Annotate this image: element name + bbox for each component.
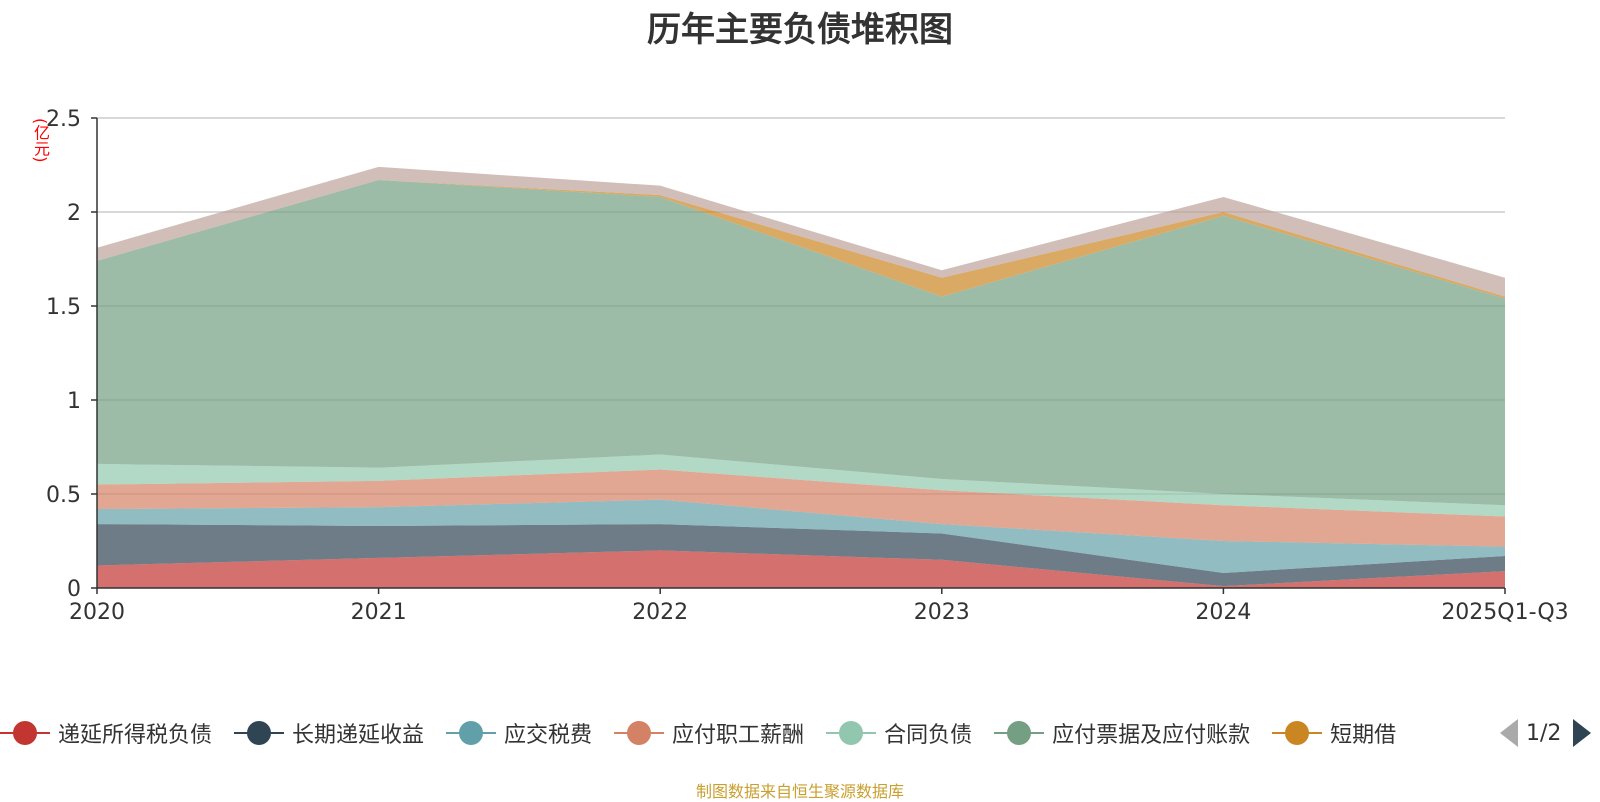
chart-title: 历年主要负债堆积图 (647, 10, 953, 50)
legend: 递延所得税负债 长期递延收益 应交税费 应付职工薪酬 合同负债 应付票据及应付账款 短期借 (0, 713, 1600, 753)
y-tick-label-3: 1.5 (46, 295, 81, 320)
y-tick-label-4: 2 (67, 201, 81, 226)
legend-prev-page-icon[interactable] (1500, 719, 1518, 747)
legend-label: 应交税费 (504, 723, 593, 748)
legend-marker-icon (446, 720, 497, 746)
legend-item-5[interactable]: 应付票据及应付账款 (994, 717, 1250, 749)
legend-marker-icon (994, 720, 1045, 746)
y-tick-label-5: 2.5 (46, 107, 81, 132)
legend-item-6[interactable]: 短期借 (1272, 717, 1396, 749)
legend-item-4[interactable]: 合同负债 (826, 717, 972, 749)
axes: 0 0.5 1 1.5 2 2.5 2020 2021 2022 2023 2024 2025Q1-Q… (46, 107, 1569, 625)
legend-label: 应付职工薪酬 (672, 723, 805, 748)
legend-item-0[interactable]: 递延所得税负债 (0, 717, 212, 749)
legend-marker-icon (234, 720, 285, 746)
area-应交税费[interactable] (97, 499, 1505, 573)
legend-marker-icon (0, 720, 50, 746)
legend-label: 长期递延收益 (292, 723, 425, 748)
legend-label: 应付票据及应付账款 (1052, 723, 1251, 748)
x-tick-label-0: 2020 (69, 600, 125, 625)
legend-label: 合同负债 (884, 723, 973, 748)
area-其他[interactable] (97, 166, 1505, 297)
legend-marker-icon (1272, 720, 1323, 746)
area-series (97, 166, 1505, 588)
y-tick-label-0: 0 (67, 577, 81, 602)
y-tick-label-2: 1 (67, 389, 81, 414)
legend-item-1[interactable]: 长期递延收益 (234, 717, 424, 749)
legend-pager: 1/2 (1500, 713, 1600, 753)
x-tick-label-2: 2022 (632, 600, 688, 625)
stacked-area-chart: 0 0.5 1 1.5 2 2.5 2020 2021 2022 2023 2024 2025Q1-Q… (46, 107, 1569, 625)
area-短期借[interactable] (97, 180, 1505, 299)
legend-item-2[interactable]: 应交税费 (446, 717, 592, 749)
y-axis-unit: (亿元) (31, 118, 50, 163)
area-应付职工薪酬[interactable] (97, 469, 1505, 547)
area-应付票据及应付账款[interactable] (97, 180, 1505, 506)
x-tick-label-4: 2024 (1195, 600, 1251, 625)
legend-marker-icon (614, 720, 665, 746)
area-递延所得税负债[interactable] (97, 550, 1505, 588)
legend-item-3[interactable]: 应付职工薪酬 (614, 717, 804, 749)
y-tick-label-1: 0.5 (46, 483, 81, 508)
x-tick-label-5: 2025Q1-Q3 (1441, 600, 1568, 625)
data-source-note: 制图数据来自恒生聚源数据库 (695, 782, 904, 801)
area-长期递延收益[interactable] (97, 524, 1505, 587)
legend-next-page-icon[interactable] (1573, 719, 1592, 747)
legend-label: 递延所得税负债 (58, 723, 213, 748)
legend-label: 短期借 (1330, 723, 1397, 748)
legend-page-indicator: 1/2 (1526, 720, 1562, 746)
area-合同负债[interactable] (97, 454, 1505, 517)
legend-marker-icon (826, 720, 877, 746)
x-tick-label-3: 2023 (914, 600, 970, 625)
x-tick-label-1: 2021 (351, 600, 407, 625)
